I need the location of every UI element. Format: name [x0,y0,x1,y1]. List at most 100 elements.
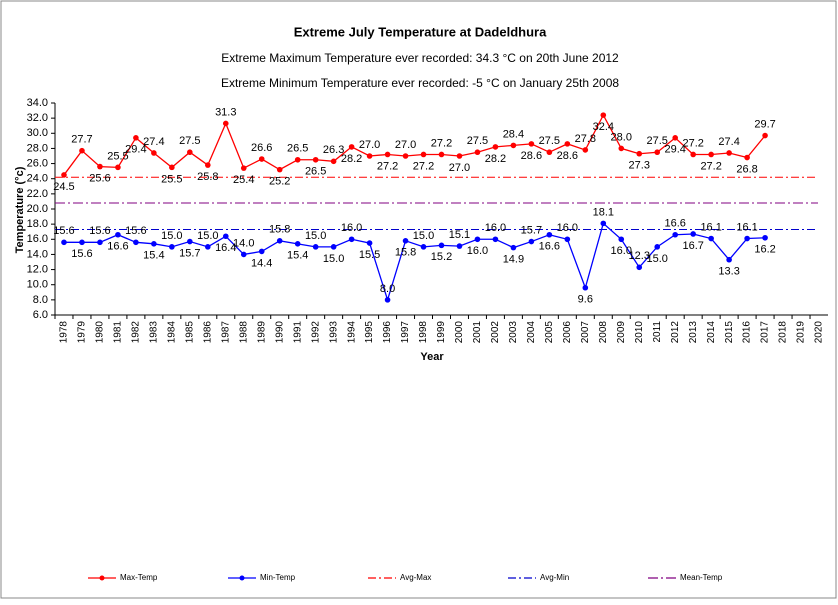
point [258,156,265,162]
point [276,238,283,244]
data-label: 15.6 [89,225,110,237]
point [762,132,768,139]
data-label: 15.0 [305,230,326,242]
data-label: 27.4 [718,136,739,148]
point [312,244,319,250]
point [546,149,553,156]
point [115,164,121,171]
data-label: 28.2 [341,153,362,165]
point [438,151,445,158]
data-label: 25.8 [197,171,218,183]
data-label: 16.0 [611,245,632,257]
point [240,165,247,171]
x-tick-label: 1995 [364,321,375,344]
data-label: 26.5 [287,143,308,155]
data-label: 26.5 [305,166,326,178]
data-label: 31.3 [215,106,236,118]
x-tick-label: 2006 [562,321,573,344]
data-label: 16.6 [664,218,685,230]
x-tick-label: 2015 [724,321,735,344]
point [151,241,157,247]
data-label: 28.0 [611,131,632,143]
point [366,240,373,246]
point [79,147,85,154]
point [97,163,103,170]
x-tick-label: 2020 [814,321,825,344]
x-tick-label: 2002 [490,321,501,344]
y-tick-label: 34.0 [27,97,48,109]
point [600,112,607,118]
point [726,256,732,263]
x-tick-label: 1998 [418,321,429,344]
data-label: 15.6 [125,225,146,237]
y-tick-label: 6.0 [33,309,48,321]
point [169,164,175,171]
x-tick-label: 1994 [346,321,357,344]
data-label: 24.5 [53,181,74,193]
point [510,244,517,251]
point [672,135,678,141]
subtitle: Extreme Minimum Temperature ever recorde… [221,76,619,90]
point [546,231,553,238]
data-label: 32.4 [593,121,614,133]
point [61,172,67,178]
data-label: 29.7 [754,118,775,130]
point [456,153,463,159]
data-label: 16.0 [341,222,362,234]
x-tick-label: 1991 [292,321,303,344]
point [312,156,319,163]
x-tick-label: 1990 [274,321,285,344]
point [438,242,445,249]
point [456,243,463,249]
x-tick-label: 2014 [706,321,717,344]
chart-title: Extreme July Temperature at Dadeldhura [294,24,547,39]
y-tick-label: 30.0 [27,127,48,139]
data-label: 27.7 [71,134,92,146]
point [402,153,409,159]
data-label: 27.5 [539,135,560,147]
data-label: 16.6 [539,241,560,253]
y-tick-label: 28.0 [27,142,48,154]
x-tick-label: 2000 [454,321,465,344]
point [582,284,589,291]
data-label: 15.4 [287,250,308,262]
point [636,264,643,271]
data-label: 15.8 [395,247,416,259]
point [708,151,714,158]
y-tick-label: 24.0 [27,173,48,185]
data-label: 15.0 [161,230,182,242]
data-label: 15.7 [521,224,542,236]
point [276,166,283,173]
point [618,236,625,243]
point [169,244,175,250]
data-label: 15.5 [359,249,380,261]
data-label: 15.6 [53,225,74,237]
point [402,238,409,244]
data-label: 29.4 [664,144,685,156]
point [708,235,714,242]
data-label: 28.6 [521,150,542,162]
data-label: 15.2 [431,251,452,263]
x-tick-label: 1981 [113,321,124,344]
point [690,231,696,237]
point [384,297,391,303]
series-line [63,113,766,176]
data-label: 12.3 [629,250,650,262]
data-label: 16.7 [682,240,703,252]
point [564,236,571,243]
data-label: 15.1 [449,229,470,241]
point [474,236,481,243]
point [61,239,67,246]
point [330,244,337,250]
data-label: 25.5 [107,150,128,162]
data-label: 15.0 [647,253,668,265]
x-tick-label: 2019 [796,321,807,344]
x-tick-label: 2003 [508,321,519,344]
y-tick-label: 18.0 [27,218,48,230]
data-label: 14.0 [233,237,254,249]
y-tick-label: 16.0 [27,233,48,245]
data-label: 28.4 [503,128,524,140]
x-tick-label: 1997 [400,321,411,344]
y-tick-label: 14.0 [27,248,48,260]
point [744,235,750,242]
